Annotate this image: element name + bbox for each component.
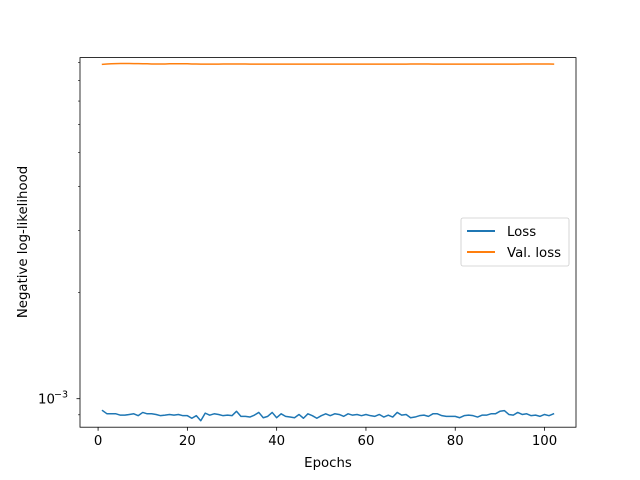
x-tick-label: 80 bbox=[447, 434, 464, 449]
series-line-loss bbox=[101, 409, 555, 422]
x-axis-ticks: 0 20 40 60 80 100 bbox=[94, 427, 557, 449]
legend-label-loss: Loss bbox=[507, 225, 536, 240]
legend: Loss Val. loss bbox=[460, 217, 570, 267]
y-axis-ticks: 10 −3 bbox=[38, 62, 80, 416]
legend-label-val-loss: Val. loss bbox=[507, 246, 561, 261]
x-tick-label: 0 bbox=[94, 434, 102, 449]
y-axis-label: Negative log-likelihood bbox=[16, 166, 31, 318]
y-tick-label-base: 10 bbox=[38, 393, 55, 408]
x-axis-label: Epochs bbox=[304, 456, 352, 471]
x-tick-label: 20 bbox=[179, 434, 196, 449]
y-tick-label-exponent: −3 bbox=[54, 390, 68, 401]
x-tick-label: 40 bbox=[268, 434, 285, 449]
x-tick-label: 60 bbox=[357, 434, 374, 449]
series-layer bbox=[101, 62, 555, 422]
plot-frame bbox=[79, 57, 577, 428]
series-line-val-loss bbox=[101, 62, 555, 66]
x-tick-label: 100 bbox=[532, 434, 557, 449]
